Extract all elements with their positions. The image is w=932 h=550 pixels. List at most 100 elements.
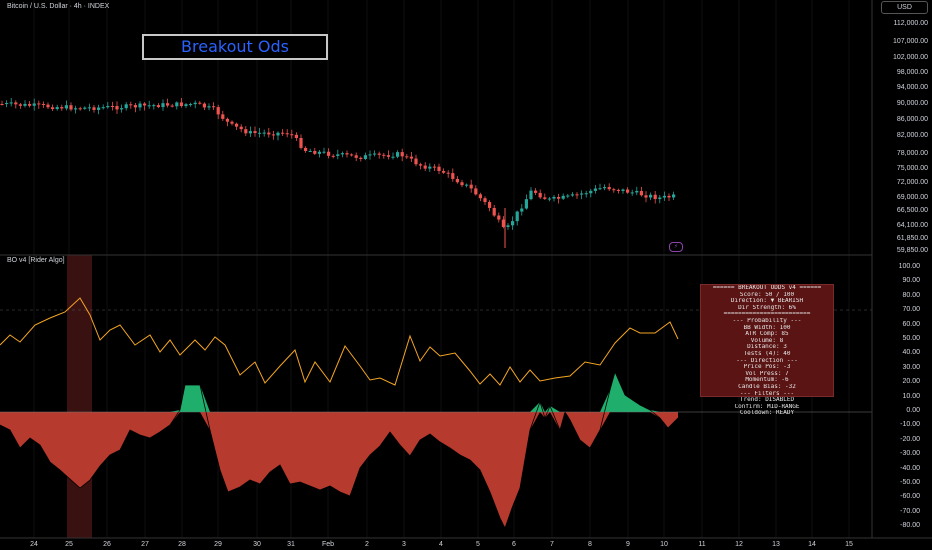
time-tick-label: 30 xyxy=(253,541,261,548)
candle-body xyxy=(18,104,22,106)
candle-body xyxy=(156,105,160,108)
candle-body xyxy=(147,105,151,107)
price-tick-label: 78,000.00 xyxy=(896,150,928,157)
candle-body xyxy=(506,225,510,227)
indicator-tick-label: 0.00 xyxy=(906,407,920,414)
info-line: Trend: DISABLED xyxy=(739,397,795,404)
candle-body xyxy=(83,107,87,109)
time-tick-label: 2 xyxy=(365,541,369,548)
info-panel: ====== BREAKOUT ODDS v4 ====== Score: 50… xyxy=(700,284,834,416)
candle-body xyxy=(239,126,243,130)
info-line: Price Pos: -3 xyxy=(743,364,791,371)
candle-body xyxy=(455,178,459,183)
candle-body xyxy=(87,107,91,109)
candle-body xyxy=(603,187,607,189)
candle-body xyxy=(359,157,363,159)
candle-body xyxy=(391,156,395,158)
indicator-tick-label: 70.00 xyxy=(902,306,920,314)
candle-body xyxy=(23,103,27,106)
time-tick-label: 27 xyxy=(141,541,149,548)
time-tick-label: 15 xyxy=(845,541,853,548)
candle-body xyxy=(368,154,372,156)
info-line: Distance: 3 xyxy=(747,344,787,351)
info-line: --- Direction --- xyxy=(736,357,798,364)
candle-body xyxy=(662,195,666,198)
indicator-tick-label: 50.00 xyxy=(902,335,920,342)
candle-body xyxy=(55,107,59,110)
candle-body xyxy=(561,195,565,199)
candle-body xyxy=(14,102,18,105)
indicator-tick-label: 90.00 xyxy=(902,277,920,285)
candle-body xyxy=(672,194,676,198)
time-tick-label: 25 xyxy=(65,541,73,548)
candle-body xyxy=(294,134,298,139)
candle-body xyxy=(313,150,317,154)
time-tick-label: 3 xyxy=(402,541,406,548)
price-tick-label: 107,000.00 xyxy=(892,38,928,45)
candle-body xyxy=(97,107,101,110)
candle-body xyxy=(345,153,349,155)
info-line: Candle Bias: -32 xyxy=(738,383,796,390)
event-badge-icon[interactable]: ⚡ xyxy=(669,242,683,252)
info-line: ====== BREAKOUT ODDS v4 ====== xyxy=(712,285,822,291)
info-line: Cooldown: READY xyxy=(739,410,795,417)
candle-body xyxy=(124,104,128,109)
price-tick-label: 94,000.00 xyxy=(896,84,928,91)
candle-body xyxy=(248,131,252,134)
candle-body xyxy=(216,107,220,115)
candle-body xyxy=(529,190,533,200)
time-tick-label: 24 xyxy=(30,541,38,548)
indicator-tick-label: 40.00 xyxy=(902,349,920,357)
candle-body xyxy=(281,132,285,134)
candle-body xyxy=(285,133,289,135)
bearish-area xyxy=(0,412,678,528)
price-tick-label: 72,000.00 xyxy=(896,179,928,186)
candle-body xyxy=(497,215,501,220)
price-tick-label: 69,000.00 xyxy=(896,194,928,201)
candle-body xyxy=(115,106,119,110)
candle-body xyxy=(41,104,45,106)
candle-body xyxy=(253,131,257,133)
candle-body xyxy=(377,153,381,155)
price-tick-label: 82,000.00 xyxy=(896,132,928,139)
candle-body xyxy=(9,102,13,104)
candle-body xyxy=(598,188,602,190)
candle-body xyxy=(244,129,248,134)
indicator-label[interactable]: BO v4 [Rider Algo] xyxy=(7,257,65,264)
candle-body xyxy=(221,114,225,119)
candle-body xyxy=(258,132,262,134)
symbol-title: Bitcoin / U.S. Dollar · 4h · INDEX xyxy=(7,3,110,10)
candle-body xyxy=(110,105,114,107)
currency-button[interactable]: USD xyxy=(881,1,928,14)
candle-body xyxy=(161,103,165,108)
price-tick-label: 64,100.00 xyxy=(896,222,928,229)
candle-body xyxy=(437,166,441,171)
candle-body xyxy=(230,121,234,124)
candle-body xyxy=(363,155,367,159)
candle-body xyxy=(189,104,193,106)
candle-body xyxy=(478,194,482,199)
candle-body xyxy=(584,193,588,195)
candle-body xyxy=(152,105,156,107)
time-tick-label: 13 xyxy=(772,541,780,548)
candle-body xyxy=(101,107,105,109)
time-tick-label: 4 xyxy=(439,541,443,548)
candle-body xyxy=(580,193,584,195)
candle-body xyxy=(317,151,321,154)
info-line: BB Width: 100 xyxy=(743,324,791,331)
candle-body xyxy=(78,108,82,110)
candle-body xyxy=(469,184,473,189)
info-line: Tests (4): 40 xyxy=(743,350,791,357)
candle-body xyxy=(290,134,294,136)
time-tick-label: 5 xyxy=(476,541,480,548)
candle-body xyxy=(524,199,528,209)
candle-body xyxy=(322,151,326,153)
indicator-tick-label: 10.00 xyxy=(902,392,920,400)
candle-body xyxy=(409,156,413,159)
time-tick-label: 28 xyxy=(178,541,186,548)
candle-body xyxy=(331,155,335,157)
indicator-tick-label: 20.00 xyxy=(902,378,920,386)
candle-body xyxy=(37,103,41,105)
candle-body xyxy=(271,134,275,136)
